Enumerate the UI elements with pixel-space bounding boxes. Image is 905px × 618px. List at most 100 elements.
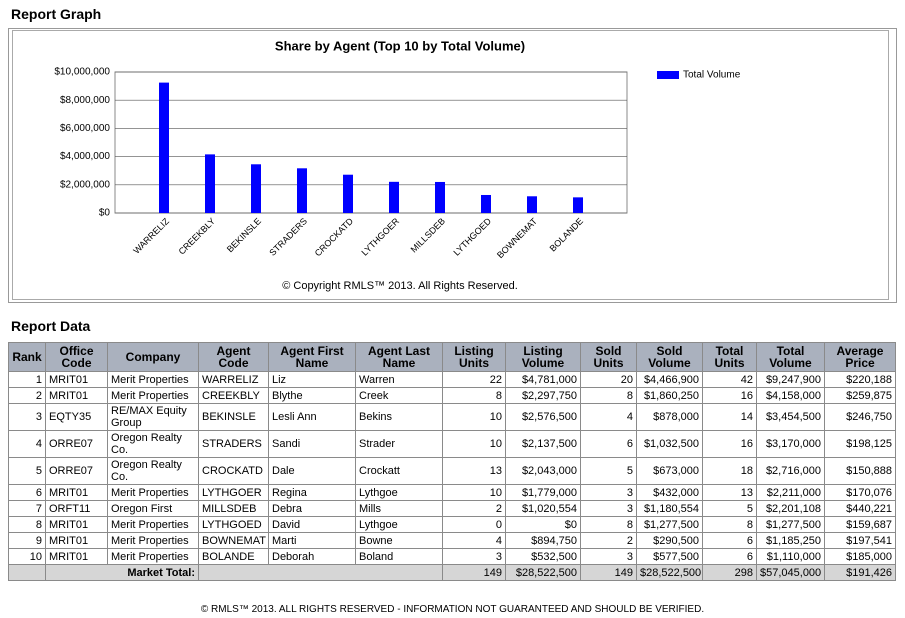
table-cell: 8 [580,516,637,533]
table-cell: 8 [580,387,637,404]
table-cell: $2,297,750 [505,387,581,404]
y-tick-label: $4,000,000 [60,151,110,162]
table-cell: $198,125 [824,430,896,458]
table-cell: 4 [442,532,506,549]
table-cell: $894,750 [505,532,581,549]
bar [297,168,307,213]
copyright: © Copyright RMLS™ 2013. All Rights Reser… [282,280,518,292]
column-header: Listing Volume [505,342,581,372]
table-row: 7 ORFT11 Oregon First MILLSDEB Debra Mills 2 $1… [8,500,896,517]
table-cell: $2,043,000 [505,457,581,485]
header-row: Rank Office Code Company Agent Code Agent Fi… [8,342,896,372]
table-cell: 9 [8,532,46,549]
table-cell: 20 [580,371,637,388]
bar [435,181,445,213]
table-cell: 42 [702,371,757,388]
table-cell: Mills [355,500,443,517]
section-title: Report Graph [11,6,102,22]
table-row: 9 MRIT01 Merit Properties BOWNEMAT Marti Bown… [8,532,896,549]
table-cell: MILLSDEB [198,500,269,517]
column-header: Average Price [824,342,896,372]
column-header: Agent Last Name [355,342,443,372]
table-cell: $9,247,900 [756,371,825,388]
table-cell: 8 [8,516,46,533]
table-cell: 22 [442,371,506,388]
table-cell: Crockatt [355,457,443,485]
graph-panel [8,28,897,303]
table-cell: David [268,516,356,533]
bar [389,181,399,213]
y-tick-label: $10,000,000 [54,67,110,78]
total-cell: $28,522,500 [505,564,581,581]
table-cell: MRIT01 [45,484,108,501]
table-cell: $170,076 [824,484,896,501]
table-cell: $3,454,500 [756,403,825,431]
y-tick-label: $8,000,000 [60,95,110,106]
table-cell: Merit Properties [107,548,199,565]
table-cell: 18 [702,457,757,485]
table-cell: MRIT01 [45,548,108,565]
table-cell: Creek [355,387,443,404]
table-cell: $1,110,000 [756,548,825,565]
table-cell: $4,781,000 [505,371,581,388]
table-cell: 6 [8,484,46,501]
table-cell: $0 [505,516,581,533]
bar [343,174,353,213]
total-cell: 149 [442,564,506,581]
table-cell: EQTY35 [45,403,108,431]
table-row: 5 ORRE07 Oregon Realty Co. CROCKATD Dale Croc… [8,457,896,485]
table-cell: 8 [702,516,757,533]
total-cell: $28,522,500 [636,564,703,581]
table-cell: $3,170,000 [756,430,825,458]
bar [481,194,491,213]
y-tick-label: $6,000,000 [60,123,110,134]
table-row: 8 MRIT01 Merit Properties LYTHGOED David Lyth… [8,516,896,533]
table-cell: Blythe [268,387,356,404]
chart-frame [12,30,889,300]
table-cell: $1,032,500 [636,430,703,458]
table-cell: CROCKATD [198,457,269,485]
table-cell: 6 [702,548,757,565]
empty-cell [8,564,46,581]
table-cell: Marti [268,532,356,549]
column-header: Sold Units [580,342,637,372]
table-cell: 6 [702,532,757,549]
column-header: Listing Units [442,342,506,372]
table-cell: Merit Properties [107,387,199,404]
table-cell: CREEKBLY [198,387,269,404]
table-cell: LYTHGOED [198,516,269,533]
table-cell: Oregon First [107,500,199,517]
table-cell: $577,500 [636,548,703,565]
table-cell: $2,137,500 [505,430,581,458]
table-cell: $432,000 [636,484,703,501]
table-cell: 3 [580,500,637,517]
table-cell: RE/MAX Equity Group [107,403,199,431]
table-cell: Merit Properties [107,532,199,549]
table-cell: 1 [8,371,46,388]
table-cell: 10 [442,484,506,501]
table-cell: $4,158,000 [756,387,825,404]
table-cell: $2,716,000 [756,457,825,485]
total-cell: $191,426 [824,564,896,581]
column-header: Agent First Name [268,342,356,372]
table-cell: Merit Properties [107,516,199,533]
table-cell: Lesli Ann [268,403,356,431]
table-row: 1 MRIT01 Merit Properties WARRELIZ Liz Warren… [8,371,896,388]
table-cell: $1,180,554 [636,500,703,517]
table-row: 2 MRIT01 Merit Properties CREEKBLY Blythe Cre… [8,387,896,404]
legend-swatch [657,71,679,79]
table-cell: ORFT11 [45,500,108,517]
table-cell: 3 [442,548,506,565]
table-cell: $2,201,108 [756,500,825,517]
table-cell: 3 [580,548,637,565]
table-cell: 5 [8,457,46,485]
table-cell: 2 [580,532,637,549]
total-label: Market Total: [45,564,199,581]
table-cell: $532,500 [505,548,581,565]
table-cell: 7 [8,500,46,517]
table-row: 4 ORRE07 Oregon Realty Co. STRADERS Sandi Str… [8,430,896,458]
table-cell: ORRE07 [45,430,108,458]
table-cell: 6 [580,430,637,458]
table-cell: $159,687 [824,516,896,533]
table-cell: $197,541 [824,532,896,549]
